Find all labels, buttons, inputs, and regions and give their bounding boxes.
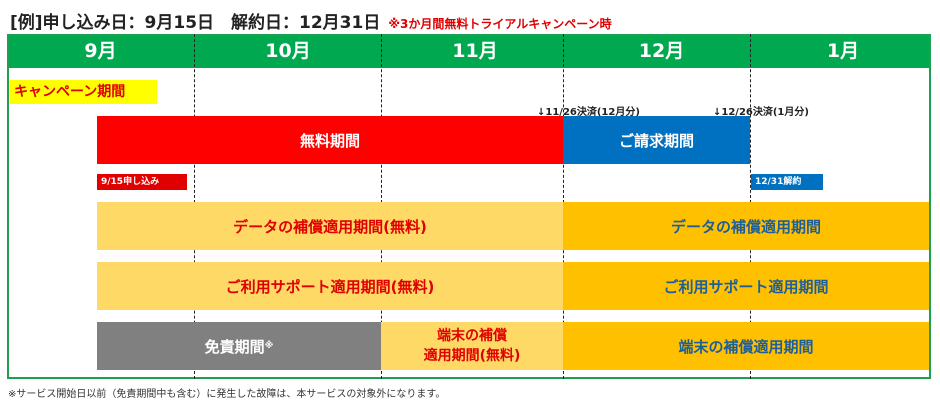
- data-free-bar: データの補償適用期間(無料): [97, 202, 563, 250]
- month-sep: 9月: [84, 40, 117, 62]
- support-paid-bar: ご利用サポート適用期間: [563, 262, 929, 310]
- exempt-mark: ※: [264, 341, 274, 351]
- month-nov: 11月: [452, 40, 498, 62]
- title-main: [例]申し込み日：9月15日 解約日：12月31日: [10, 13, 381, 33]
- cancel-date-tag: 12/31解約: [751, 174, 823, 190]
- month-oct: 10月: [265, 40, 311, 62]
- month-dec: 12月: [638, 40, 685, 62]
- billing-period-bar: ご請求期間: [563, 116, 750, 164]
- free-period-bar: 無料期間: [97, 116, 563, 164]
- exempt-label: 免責期間: [204, 337, 265, 356]
- device-paid-bar: 端末の補償適用期間: [563, 322, 929, 370]
- device-free-line1: 端末の補償: [437, 328, 507, 344]
- month-jan: 1月: [826, 40, 860, 62]
- month-header: 9月 10月 11月 12月 1月: [7, 34, 931, 68]
- payment-note: ↓12/26決済(1月分): [713, 107, 809, 118]
- device-free-bar: 端末の補償 適用期間(無料): [381, 322, 563, 370]
- campaign-label: キャンペーン期間: [10, 80, 157, 104]
- payment-note: ↓11/26決済(12月分): [537, 107, 640, 118]
- apply-date-tag: 9/15申し込み: [97, 174, 187, 190]
- footnote: ※サービス開始日以前（免責期間中も含む）に発生した故障は、本サービスの対象外にな…: [8, 389, 446, 400]
- support-free-bar: ご利用サポート適用期間(無料): [97, 262, 563, 310]
- device-free-line2: 適用期間(無料): [423, 348, 521, 364]
- exempt-period-bar: 免責期間 ※: [97, 322, 381, 370]
- page-title: [例]申し込み日：9月15日 解約日：12月31日 ※3か月間無料トライアルキャン…: [10, 8, 612, 33]
- title-note: ※3か月間無料トライアルキャンペーン時: [388, 17, 612, 31]
- chart-frame: [7, 34, 931, 379]
- data-paid-bar: データの補償適用期間: [563, 202, 929, 250]
